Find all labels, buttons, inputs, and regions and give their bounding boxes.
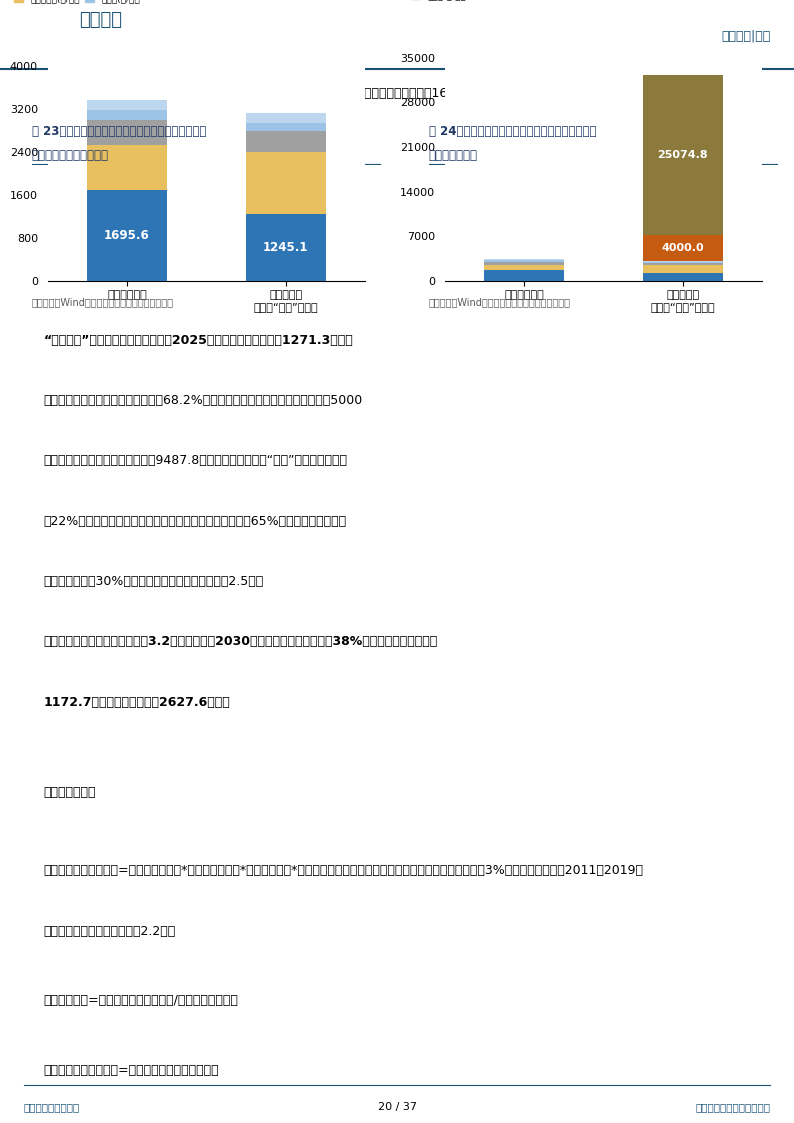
Text: 识别风险，发现价值: 识别风险，发现价值 <box>24 1102 80 1112</box>
Text: 于传统能源汽车: 于传统能源汽车 <box>429 149 478 163</box>
Bar <box>87 145 167 190</box>
Text: 汽车回收拆解市场空间=汽车理论报废数*理论正规回收率*单辆汽车吨数*单吨回收价值（其中假设理论正规回收率年复合增长率为3%，单辆汽车吨数为2011至2019年: 汽车回收拆解市场空间=汽车理论报废数*理论正规回收率*单辆汽车吨数*单吨回收价值… <box>44 865 644 877</box>
Bar <box>87 120 167 145</box>
Bar <box>87 100 167 110</box>
Text: 请务必阅读末页的免责声明: 请务必阅读末页的免责声明 <box>696 1102 770 1112</box>
Text: “五大总成”及动力电池丰压利润推动2025年汽车拆解市场空间达1271.3亿元。: “五大总成”及动力电池丰压利润推动2025年汽车拆解市场空间达1271.3亿元。 <box>44 334 353 347</box>
Text: 数据来源：Wind，开拓网，广发证券发展研究中心: 数据来源：Wind，开拓网，广发证券发展研究中心 <box>32 298 174 308</box>
Text: 传统能源汽车五大总成重量占比约为68.2%，其中发动机及变速笱回收价值最高达5000: 传统能源汽车五大总成重量占比约为68.2%，其中发动机及变速笱回收价值最高达50… <box>44 394 363 408</box>
Bar <box>87 190 167 281</box>
Bar <box>643 75 723 236</box>
Bar <box>484 259 564 261</box>
Bar <box>643 273 723 281</box>
Bar <box>484 270 564 281</box>
Text: 广发证券: 广发证券 <box>79 11 122 29</box>
Text: 数据来源：Wind，开拓网，广发证券发展研究中心: 数据来源：Wind，开拓网，广发证券发展研究中心 <box>429 298 571 308</box>
Text: 单辆汽车回收拆解价值=各类可利用物资的价值之和: 单辆汽车回收拆解价值=各类可利用物资的价值之和 <box>44 1063 219 1077</box>
Bar <box>246 131 326 152</box>
Text: 深度分析|环保: 深度分析|环保 <box>721 30 770 43</box>
Text: 图 23：剔除三电系统，因重量减小，新能源汽车回收: 图 23：剔除三电系统，因重量减小，新能源汽车回收 <box>32 125 206 138</box>
Text: 元，推动传统能源汽车回收价值达9487.8元。而新能源汽车中“三电”系统重量占比约: 元，推动传统能源汽车回收价值达9487.8元。而新能源汽车中“三电”系统重量占比… <box>44 455 348 467</box>
Bar <box>246 152 326 214</box>
Legend: 废鐵(元/辆）, 废有色金属(元/辆）, 废橡胶(元/辆）, 废塑料(元/辆）, 废玻璃(元/辆）: 废鐵(元/辆）, 废有色金属(元/辆）, 废橡胶(元/辆）, 废塑料(元/辆）,… <box>14 0 201 3</box>
Text: 1245.1: 1245.1 <box>263 240 309 254</box>
Bar <box>246 122 326 131</box>
Text: 占总电池重量的30%，动力电池金属回收价值合计蕨2.5万，: 占总电池重量的30%，动力电池金属回收价值合计蕨2.5万， <box>44 575 264 588</box>
Text: 1172.7万辆，市场空间高达2627.6亿元。: 1172.7万辆，市场空间高达2627.6亿元。 <box>44 695 230 709</box>
Bar <box>643 265 723 273</box>
Bar <box>643 261 723 262</box>
Text: 单吨回收价值=单辆汽车回收拆解价值/对应单辆汽车重量: 单吨回收价值=单辆汽车回收拆解价值/对应单辆汽车重量 <box>44 994 238 1007</box>
Bar <box>484 265 564 270</box>
Bar <box>484 262 564 265</box>
Bar <box>484 261 564 262</box>
Bar <box>246 113 326 122</box>
Text: 实际单辆回收汽车平均吨数：2.2吨）: 实际单辆回收汽车平均吨数：2.2吨） <box>44 924 176 938</box>
Text: 价值略低于传统能源汽车: 价值略低于传统能源汽车 <box>32 149 109 163</box>
Text: 约为传统能源汽车报废回收价值的16.8倍。: 约为传统能源汽车报废回收价值的16.8倍。 <box>319 88 475 100</box>
Text: 为22%，其中动力电池中锂、魈、镖、锁占正极重量比例锦65%，电池壳中的铝材质: 为22%，其中动力电池中锂、魈、镖、锁占正极重量比例锦65%，电池壳中的铝材质 <box>44 514 347 528</box>
Bar <box>643 263 723 265</box>
Text: 将新能源汽车回收价值提升至蕨3.2万。我们预计2030年汽车正归渠道回收率为38%，对应拆解汽车总数为: 将新能源汽车回收价值提升至蕨3.2万。我们预计2030年汽车正归渠道回收率为38… <box>44 636 438 648</box>
Text: 20 / 37: 20 / 37 <box>377 1102 417 1112</box>
Text: 4000.0: 4000.0 <box>661 243 704 253</box>
Text: 1695.6: 1695.6 <box>104 229 150 241</box>
Bar <box>643 236 723 261</box>
Text: 图 24：受益于动力电池，新能源汽车回收价值远高: 图 24：受益于动力电池，新能源汽车回收价值远高 <box>429 125 596 138</box>
Bar <box>246 214 326 281</box>
Bar <box>87 110 167 120</box>
Text: GF SECURITIES: GF SECURITIES <box>79 51 147 60</box>
Text: 25074.8: 25074.8 <box>657 150 708 161</box>
Text: 测算逻辑如下：: 测算逻辑如下： <box>44 786 96 800</box>
